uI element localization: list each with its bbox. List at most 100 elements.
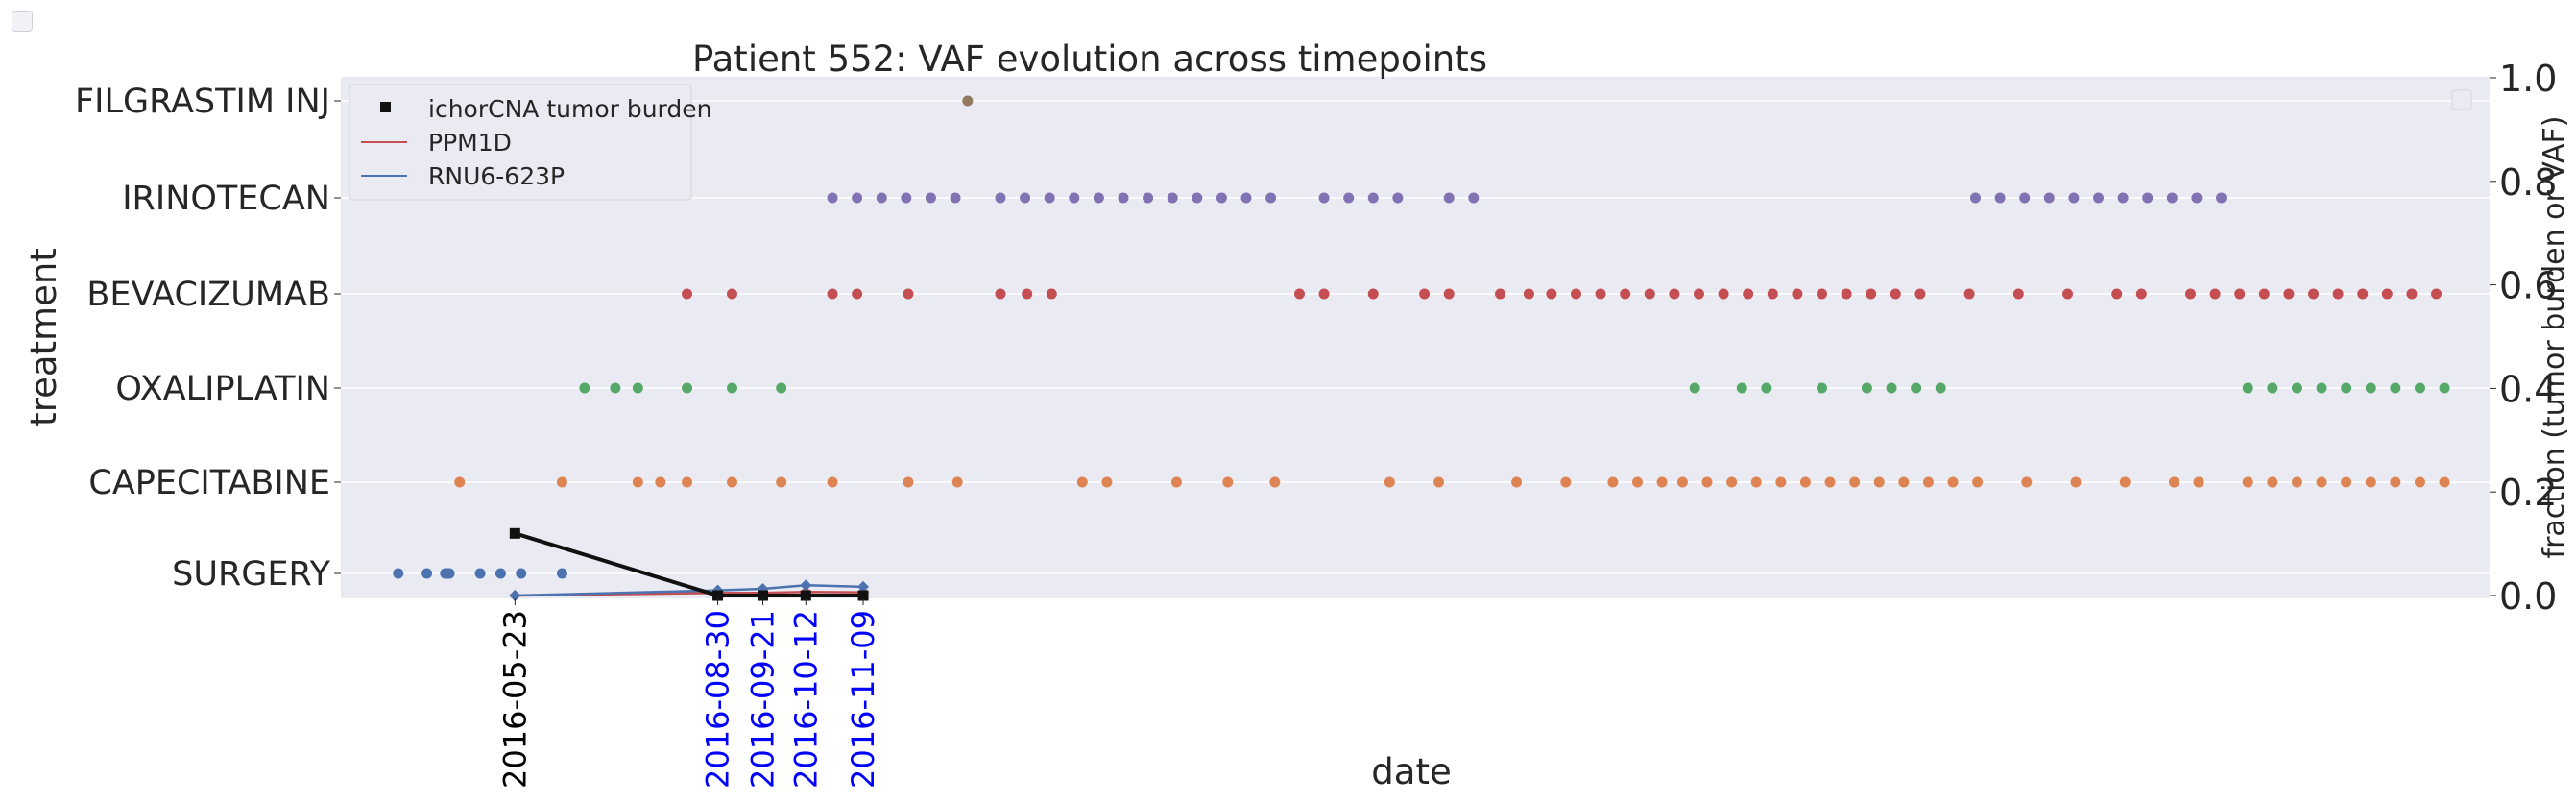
x-tick-label: 2016-11-09	[845, 610, 881, 789]
treatment-dot	[1240, 192, 1252, 204]
treatment-dot	[682, 476, 693, 488]
corner-checkbox	[12, 11, 33, 32]
treatment-dot	[1816, 288, 1827, 300]
treatment-dot	[1631, 476, 1643, 488]
treatment-dot	[1318, 288, 1330, 300]
treatment-dot	[2414, 476, 2425, 488]
treatment-dot	[726, 288, 737, 300]
treatment-dot	[1656, 476, 1668, 488]
right-y-tick-label: 1.0	[2499, 58, 2557, 100]
treatment-dot	[1367, 288, 1379, 300]
treatment-dot	[516, 568, 527, 579]
treatment-dot	[776, 382, 787, 394]
treatment-dot	[1718, 288, 1729, 300]
treatment-dot	[1167, 192, 1178, 204]
treatment-dot	[1192, 192, 1203, 204]
treatment-dot	[2216, 192, 2227, 204]
legend-box	[349, 84, 692, 201]
treatment-markers	[393, 95, 2450, 579]
treatment-dot	[2316, 476, 2327, 488]
treatment-dot	[827, 476, 838, 488]
treatment-dot	[632, 382, 643, 394]
treatment-dot	[494, 568, 506, 579]
treatment-dot	[1265, 192, 1277, 204]
treatment-dot	[1743, 288, 1754, 300]
treatment-dot	[2341, 382, 2352, 394]
series-layer	[509, 527, 870, 601]
right-y-tick-label: 0.8	[2499, 161, 2557, 204]
treatment-dot	[1761, 382, 1772, 394]
treatment-dot	[2119, 476, 2131, 488]
treatment-dot	[1824, 476, 1836, 488]
treatment-dot	[995, 288, 1006, 300]
treatment-dot	[876, 192, 887, 204]
treatment-dot	[1044, 192, 1055, 204]
gridlines	[341, 100, 2490, 574]
right-legend-box	[2451, 89, 2472, 110]
treatment-dot	[444, 568, 455, 579]
treatment-dot	[1816, 382, 1827, 394]
treatment-dot	[1693, 288, 1704, 300]
treatment-dot	[1170, 476, 1182, 488]
treatment-dot	[632, 476, 643, 488]
treatment-dot	[2390, 476, 2401, 488]
x-tick-label: 2016-10-12	[787, 610, 824, 789]
treatment-dot	[655, 476, 666, 488]
treatment-dot	[2406, 288, 2418, 300]
treatment-dot	[1523, 288, 1534, 300]
treatment-dot	[2193, 476, 2204, 488]
treatment-dot	[1736, 382, 1747, 394]
treatment-dot	[1861, 382, 1872, 394]
treatment-dot	[610, 382, 621, 394]
treatment-dot	[1570, 288, 1581, 300]
treatment-dot	[1046, 288, 1057, 300]
treatment-dot	[1443, 288, 1455, 300]
treatment-dot	[2267, 476, 2278, 488]
treatment-dot	[474, 568, 486, 579]
series-point	[857, 580, 870, 593]
treatment-dot	[1022, 288, 1033, 300]
treatment-dot	[1020, 192, 1031, 204]
treatment-dot	[1911, 382, 1922, 394]
right-axis: 0.0 0.2 0.4 0.6 0.8 1.0	[2490, 58, 2557, 618]
legend-label-rnu6: RNU6-623P	[428, 162, 565, 190]
legend-label-ichorcna: ichorCNA tumor burden	[428, 95, 711, 123]
treatment-dot	[1914, 288, 1926, 300]
treatment-dot	[2068, 192, 2080, 204]
treatment-dot	[1318, 192, 1330, 204]
treatment-dot	[2390, 382, 2401, 394]
treatment-dot	[2019, 192, 2031, 204]
treatment-dot	[1093, 192, 1104, 204]
treatment-dot	[682, 288, 693, 300]
right-y-tick-label: 0.0	[2499, 575, 2557, 618]
treatment-dot	[1701, 476, 1713, 488]
treatment-dot	[903, 288, 914, 300]
treatment-dot	[1293, 288, 1305, 300]
treatment-dot	[1620, 288, 1631, 300]
x-axis: 2016-05-23 2016-08-30 2016-09-21 2016-10-12…	[496, 598, 881, 789]
treatment-dot	[2043, 192, 2055, 204]
treatment-dot	[2168, 476, 2179, 488]
treatment-dot	[1216, 192, 1227, 204]
treatment-dot	[827, 192, 838, 204]
treatment-dot	[1841, 288, 1852, 300]
treatment-dot	[2291, 476, 2302, 488]
treatment-dot	[2332, 288, 2344, 300]
treatment-dot	[2341, 476, 2352, 488]
treatment-dot	[1873, 476, 1885, 488]
treatment-dot	[2209, 288, 2221, 300]
legend: ichorCNA tumor burden PPM1D RNU6-623P	[349, 84, 711, 201]
treatment-dot	[1546, 288, 1557, 300]
y-tick-label: FILGRASTIM INJ	[75, 83, 330, 121]
x-axis-label: date	[1371, 751, 1451, 792]
left-axis: SURGERY CAPECITABINE OXALIPLATIN BEVACIZUMA…	[75, 83, 341, 594]
treatment-dot	[1468, 192, 1480, 204]
treatment-dot	[852, 192, 863, 204]
right-y-tick-label: 0.2	[2499, 472, 2557, 514]
treatment-dot	[1726, 476, 1738, 488]
y-axis-label-right: fraction (tumor burden or VAF)	[2538, 116, 2571, 559]
treatment-dot	[2191, 192, 2203, 204]
treatment-dot	[2283, 288, 2295, 300]
treatment-dot	[1511, 476, 1523, 488]
